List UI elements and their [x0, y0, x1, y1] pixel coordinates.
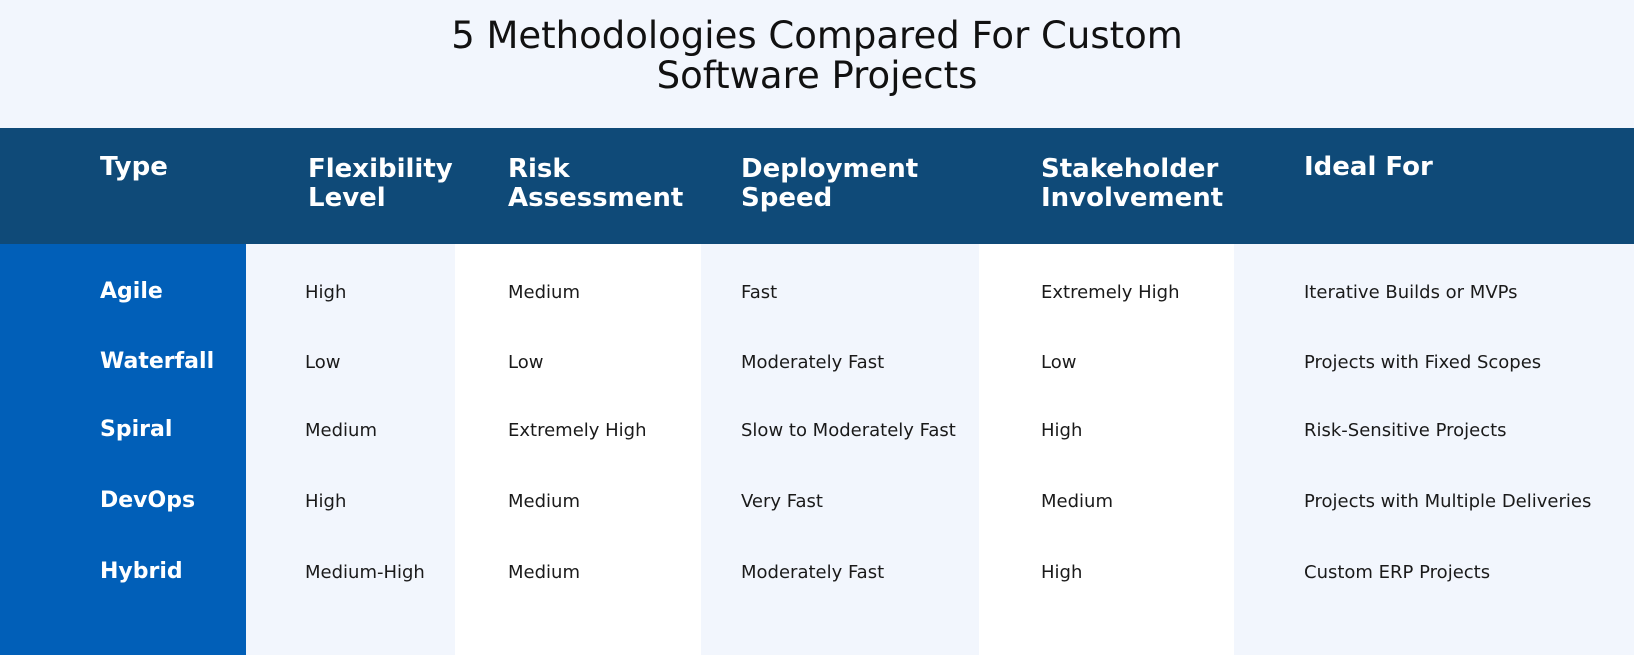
row-type-waterfall: Waterfall [100, 349, 215, 374]
row-type-hybrid: Hybrid [100, 559, 183, 584]
table-cell: Projects with Fixed Scopes [1304, 352, 1542, 373]
table-header: Type Flexibility Level Risk Assessment D… [0, 128, 1634, 244]
table-cell: High [1041, 562, 1083, 583]
table-cell: Custom ERP Projects [1304, 562, 1491, 583]
table-cell: Slow to Moderately Fast [741, 420, 956, 441]
table-cell: High [1041, 420, 1083, 441]
table-cell: Very Fast [741, 491, 823, 512]
column-header-ideal-for-text: Ideal For [1304, 152, 1433, 182]
column-header-stakeholder-line2: Involvement [1041, 183, 1224, 213]
column-header-type: Type [100, 153, 168, 182]
column-header-flexibility-line2: Level [308, 183, 386, 213]
table-cell: Low [508, 352, 544, 373]
table-cell: High [305, 282, 347, 303]
title-line-1: 5 Methodologies Compared For Custom [451, 14, 1183, 57]
table-cell: High [305, 491, 347, 512]
table-cell: Risk-Sensitive Projects [1304, 420, 1507, 441]
table-cell: Medium [508, 282, 580, 303]
table-cell: Medium-High [305, 562, 425, 583]
flexibility-column-bg [246, 244, 455, 655]
row-type-agile: Agile [100, 279, 163, 304]
column-header-deployment-line2: Speed [741, 183, 833, 213]
stakeholder-column-bg [979, 244, 1234, 655]
column-header-deployment: Deployment Speed [741, 155, 918, 213]
title-line-2: Software Projects [656, 54, 978, 97]
table-cell: Moderately Fast [741, 562, 885, 583]
column-header-risk-line1: Risk [508, 154, 570, 184]
column-header-flexibility: Flexibility Level [308, 155, 453, 213]
table-cell: Medium [508, 491, 580, 512]
column-header-stakeholder-line1: Stakeholder [1041, 154, 1219, 184]
column-header-risk: Risk Assessment [508, 155, 683, 213]
table-cell: Projects with Multiple Deliveries [1304, 491, 1592, 512]
table-cell: Medium [305, 420, 377, 441]
table-cell: Iterative Builds or MVPs [1304, 282, 1518, 303]
table-cell: Moderately Fast [741, 352, 885, 373]
column-header-flexibility-line1: Flexibility [308, 154, 453, 184]
type-column-bg [0, 244, 246, 655]
table-cell: Medium [1041, 491, 1113, 512]
deployment-column-bg [701, 244, 979, 655]
table-cell: Extremely High [1041, 282, 1180, 303]
table-cell: Extremely High [508, 420, 647, 441]
column-header-ideal-for: Ideal For [1304, 153, 1433, 182]
risk-column-bg [455, 244, 701, 655]
table-cell: Low [1041, 352, 1077, 373]
row-type-devops: DevOps [100, 488, 196, 513]
column-header-deployment-line1: Deployment [741, 154, 919, 184]
row-type-spiral: Spiral [100, 417, 173, 442]
table-cell: Medium [508, 562, 580, 583]
table-cell: Fast [741, 282, 778, 303]
column-header-risk-line2: Assessment [508, 183, 684, 213]
column-header-stakeholder: Stakeholder Involvement [1041, 155, 1223, 213]
table-cell: Low [305, 352, 341, 373]
ideal-column-bg [1234, 244, 1634, 655]
column-header-type-text: Type [100, 152, 168, 182]
page-title: 5 Methodologies Compared For Custom Soft… [0, 16, 1634, 96]
